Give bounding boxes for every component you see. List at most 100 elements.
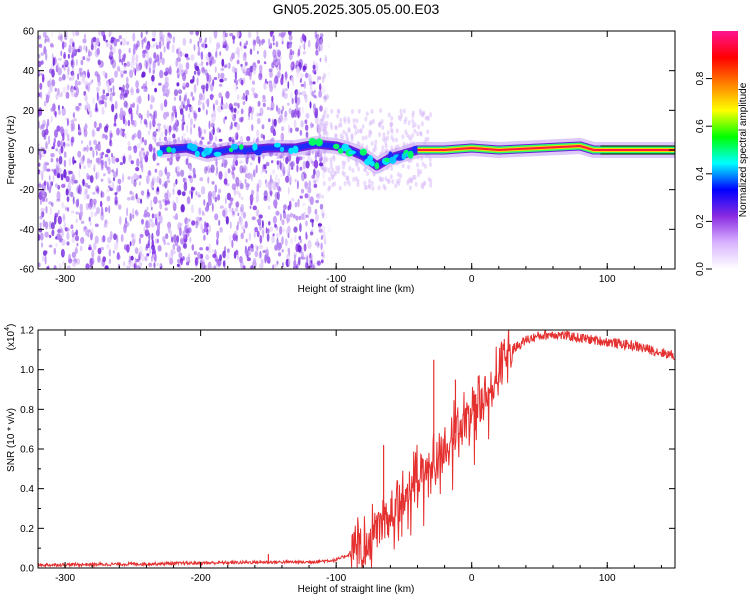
noise-speckle bbox=[41, 210, 45, 218]
haze-speckle bbox=[343, 181, 347, 187]
noise-speckle bbox=[323, 88, 328, 92]
noise-speckle bbox=[251, 124, 254, 132]
noise-speckle bbox=[257, 217, 262, 225]
noise-speckle bbox=[205, 166, 209, 171]
snr-line bbox=[38, 330, 675, 568]
noise-speckle bbox=[157, 245, 162, 252]
noise-speckle bbox=[165, 67, 170, 73]
noise-speckle bbox=[210, 113, 214, 119]
noise-speckle bbox=[229, 56, 233, 62]
noise-speckle bbox=[72, 31, 76, 38]
noise-speckle bbox=[51, 79, 56, 87]
noise-speckle bbox=[203, 166, 208, 174]
noise-speckle bbox=[313, 183, 318, 188]
noise-speckle bbox=[38, 233, 41, 241]
noise-speckle bbox=[109, 139, 113, 147]
haze-speckle bbox=[394, 183, 398, 189]
noise-speckle bbox=[318, 228, 323, 233]
noise-speckle bbox=[287, 186, 290, 195]
noise-speckle bbox=[63, 151, 67, 158]
noise-speckle bbox=[313, 179, 317, 184]
noise-speckle bbox=[328, 63, 331, 68]
noise-speckle bbox=[321, 85, 326, 94]
noise-speckle bbox=[172, 36, 176, 44]
noise-speckle bbox=[111, 155, 116, 164]
noise-speckle bbox=[230, 136, 234, 141]
noise-speckle bbox=[159, 203, 163, 210]
noise-speckle bbox=[143, 88, 147, 93]
noise-speckle bbox=[204, 221, 207, 227]
noise-speckle bbox=[281, 105, 285, 112]
noise-speckle bbox=[115, 157, 120, 163]
noise-speckle bbox=[201, 210, 204, 216]
noise-speckle bbox=[235, 135, 239, 141]
noise-speckle bbox=[212, 253, 217, 258]
noise-speckle bbox=[119, 70, 125, 77]
noise-speckle bbox=[63, 60, 68, 65]
noise-speckle bbox=[318, 133, 322, 138]
noise-speckle bbox=[190, 91, 194, 97]
noise-speckle bbox=[45, 141, 48, 150]
noise-speckle bbox=[180, 204, 185, 213]
noise-speckle bbox=[300, 120, 304, 128]
noise-speckle bbox=[132, 102, 135, 108]
noise-speckle bbox=[216, 42, 221, 49]
noise-speckle bbox=[195, 190, 198, 196]
noise-speckle bbox=[56, 157, 59, 163]
noise-speckle bbox=[251, 216, 256, 221]
noise-speckle bbox=[75, 86, 79, 96]
noise-speckle bbox=[177, 74, 180, 79]
noise-speckle bbox=[67, 66, 70, 75]
noise-speckle bbox=[327, 71, 331, 77]
haze-speckle bbox=[429, 178, 433, 184]
noise-speckle bbox=[159, 69, 164, 79]
noise-speckle bbox=[201, 261, 206, 269]
haze-speckle bbox=[411, 133, 414, 139]
noise-speckle bbox=[324, 96, 328, 102]
noise-speckle bbox=[279, 31, 285, 38]
noise-speckle bbox=[151, 176, 156, 184]
noise-speckle bbox=[180, 169, 185, 177]
noise-speckle bbox=[295, 108, 299, 115]
noise-speckle bbox=[185, 256, 190, 262]
ridge-blob bbox=[274, 142, 281, 148]
noise-speckle bbox=[218, 92, 222, 99]
noise-speckle bbox=[104, 125, 109, 133]
noise-speckle bbox=[302, 160, 306, 170]
noise-speckle bbox=[106, 165, 109, 169]
noise-speckle bbox=[191, 220, 196, 226]
noise-speckle bbox=[245, 40, 248, 46]
noise-speckle bbox=[246, 136, 251, 142]
noise-speckle bbox=[144, 139, 147, 146]
noise-speckle bbox=[278, 252, 282, 257]
noise-speckle bbox=[92, 97, 95, 105]
noise-speckle bbox=[122, 115, 126, 125]
noise-speckle bbox=[275, 232, 280, 238]
noise-speckle bbox=[82, 178, 85, 187]
noise-speckle bbox=[132, 47, 136, 55]
noise-speckle bbox=[186, 261, 190, 266]
noise-speckle bbox=[60, 173, 64, 181]
noise-speckle bbox=[298, 235, 302, 240]
noise-speckle bbox=[96, 72, 99, 78]
noise-speckle bbox=[205, 54, 209, 61]
noise-speckle bbox=[212, 103, 215, 112]
haze-speckle bbox=[411, 118, 415, 124]
noise-speckle bbox=[91, 249, 95, 259]
noise-speckle bbox=[312, 81, 316, 85]
noise-speckle bbox=[40, 60, 44, 65]
haze-speckle bbox=[342, 129, 346, 135]
noise-speckle bbox=[229, 200, 233, 207]
haze-speckle bbox=[378, 132, 382, 138]
noise-speckle bbox=[285, 156, 289, 165]
noise-speckle bbox=[107, 236, 112, 243]
noise-speckle bbox=[258, 214, 263, 219]
noise-speckle bbox=[97, 143, 101, 151]
noise-speckle bbox=[109, 31, 113, 36]
y-tick-label: 0.8 bbox=[20, 405, 34, 416]
noise-speckle bbox=[148, 262, 153, 268]
noise-speckle bbox=[89, 146, 93, 151]
noise-speckle bbox=[112, 250, 115, 254]
noise-speckle bbox=[70, 210, 75, 214]
